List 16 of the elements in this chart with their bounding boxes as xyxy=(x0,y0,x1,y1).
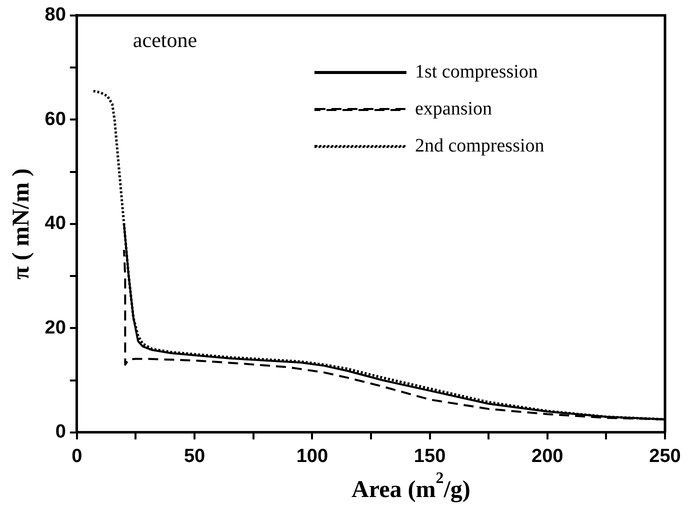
legend-label: expansion xyxy=(414,98,492,120)
x-tick-label: 50 xyxy=(184,446,206,468)
y-axis-title: π ( mN/m ) xyxy=(8,168,35,280)
x-tick-label: 100 xyxy=(296,446,328,468)
legend-label: 2nd compression xyxy=(414,135,545,156)
x-tick-label: 150 xyxy=(414,446,446,468)
y-tick-label: 40 xyxy=(44,213,66,234)
x-tick-label: 200 xyxy=(532,446,564,468)
y-tick-label: 0 xyxy=(55,422,66,443)
y-tick-label: 60 xyxy=(44,108,66,130)
x-tick-label: 0 xyxy=(72,446,82,468)
x-tick-label: 250 xyxy=(649,446,681,468)
annotation: acetone xyxy=(132,28,198,52)
y-tick-label: 20 xyxy=(44,317,66,338)
y-tick-label: 80 xyxy=(44,4,66,26)
legend-label: 1st compression xyxy=(414,61,538,82)
